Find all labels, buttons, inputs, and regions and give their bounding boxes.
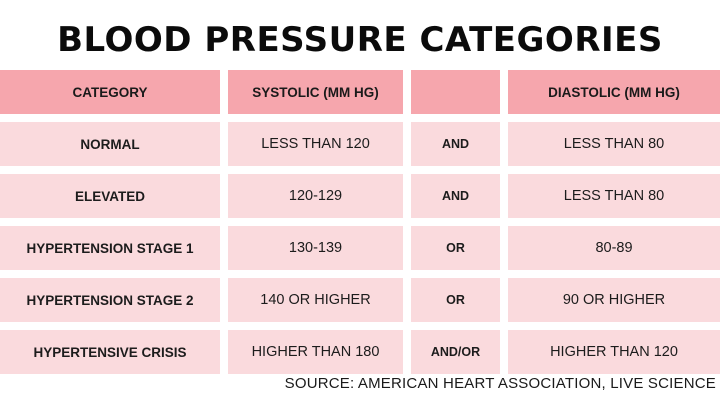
connector-cell: AND	[411, 122, 500, 166]
header-systolic: SYSTOLIC (MM HG)	[228, 70, 403, 114]
diastolic-cell: LESS THAN 80	[508, 122, 720, 166]
table-row: HYPERTENSION STAGE 2 140 OR HIGHER OR 90…	[0, 278, 720, 322]
diastolic-cell: 80-89	[508, 226, 720, 270]
diastolic-cell: HIGHER THAN 120	[508, 330, 720, 374]
connector-cell: OR	[411, 226, 500, 270]
table-row: ELEVATED 120-129 AND LESS THAN 80	[0, 174, 720, 218]
systolic-cell: 140 OR HIGHER	[228, 278, 403, 322]
category-cell: ELEVATED	[0, 174, 220, 218]
table-row: NORMAL LESS THAN 120 AND LESS THAN 80	[0, 122, 720, 166]
category-cell: HYPERTENSIVE CRISIS	[0, 330, 220, 374]
systolic-cell: LESS THAN 120	[228, 122, 403, 166]
category-cell: NORMAL	[0, 122, 220, 166]
table-header-row: CATEGORY SYSTOLIC (MM HG) DIASTOLIC (MM …	[0, 70, 720, 114]
header-connector	[411, 70, 500, 114]
page-title: BLOOD PRESSURE CATEGORIES	[57, 20, 663, 60]
category-cell: HYPERTENSION STAGE 1	[0, 226, 220, 270]
table-row: HYPERTENSIVE CRISIS HIGHER THAN 180 AND/…	[0, 330, 720, 374]
connector-cell: AND	[411, 174, 500, 218]
connector-cell: AND/OR	[411, 330, 500, 374]
diastolic-cell: LESS THAN 80	[508, 174, 720, 218]
header-category: CATEGORY	[0, 70, 220, 114]
systolic-cell: 130-139	[228, 226, 403, 270]
table-row: HYPERTENSION STAGE 1 130-139 OR 80-89	[0, 226, 720, 270]
diastolic-cell: 90 OR HIGHER	[508, 278, 720, 322]
source-caption: SOURCE: AMERICAN HEART ASSOCIATION, LIVE…	[284, 375, 716, 392]
header-diastolic: DIASTOLIC (MM HG)	[508, 70, 720, 114]
category-cell: HYPERTENSION STAGE 2	[0, 278, 220, 322]
systolic-cell: HIGHER THAN 180	[228, 330, 403, 374]
connector-cell: OR	[411, 278, 500, 322]
systolic-cell: 120-129	[228, 174, 403, 218]
